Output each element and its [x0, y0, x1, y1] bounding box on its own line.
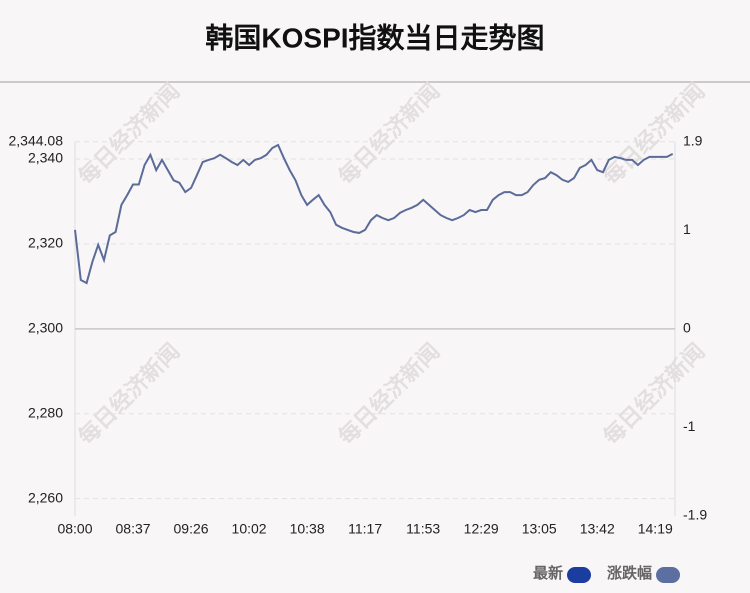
x-tick-label: 13:05	[522, 521, 557, 537]
y-tick-label: 2,340	[28, 150, 63, 166]
y2-tick-label: 1	[683, 221, 691, 237]
x-tick-label: 08:37	[116, 521, 151, 537]
x-tick-label: 10:02	[232, 521, 267, 537]
legend-swatch	[656, 567, 681, 583]
price-line	[74, 143, 674, 285]
x-tick-label: 09:26	[174, 521, 209, 537]
x-tick-label: 11:53	[406, 521, 440, 537]
y-tick-label: 2,280	[28, 404, 63, 420]
y2-tick-label: -1.9	[683, 507, 707, 523]
x-tick-label: 14:19	[638, 521, 673, 537]
legend-label: 最新	[533, 564, 563, 582]
y-tick-label: 2,320	[28, 235, 63, 251]
x-tick-label: 12:29	[464, 521, 499, 537]
legend-label: 涨跌幅	[607, 564, 652, 582]
x-tick-label: 13:42	[580, 521, 615, 537]
y-tick-label: 2,344.08	[9, 132, 64, 148]
y-tick-label: 2,260	[28, 489, 63, 505]
x-tick-label: 08:00	[57, 521, 92, 537]
y2-tick-label: 1.9	[683, 132, 703, 148]
x-tick-label: 10:38	[290, 521, 325, 537]
y2-tick-label: 0	[683, 320, 691, 336]
x-tick-label: 11:17	[348, 521, 382, 537]
chart-title: 韩国KOSPI指数当日走势图	[205, 22, 544, 53]
y2-tick-label: -1	[683, 418, 696, 434]
legend-swatch	[567, 567, 592, 583]
y-tick-label: 2,300	[28, 320, 63, 336]
